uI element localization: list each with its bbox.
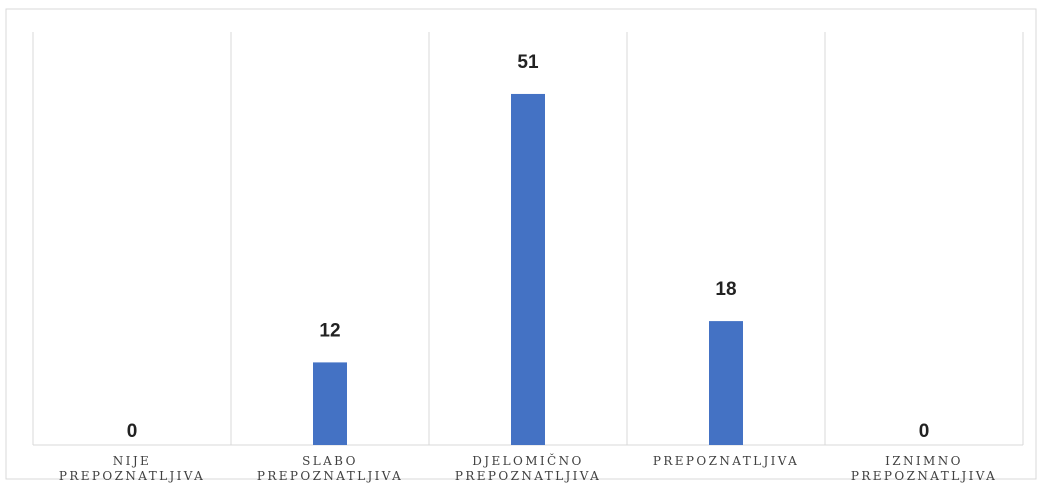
category-separators: [32, 32, 1024, 445]
data-label-3: 18: [715, 279, 736, 300]
category-label-2: DJELOMIČNO PREPOZNATLJIVA: [455, 452, 601, 483]
bar-3: [709, 321, 743, 445]
data-label-0: 0: [127, 421, 138, 442]
category-axis-labels: NIJE PREPOZNATLJIVA SLABO PREPOZNATLJIVA DJE…: [59, 452, 997, 483]
bar-1: [313, 362, 347, 445]
bar-2: [511, 93, 545, 445]
category-label-3: PREPOZNATLJIVA: [653, 454, 799, 468]
data-label-1: 12: [319, 320, 340, 341]
category-label-1: SLABO PREPOZNATLJIVA: [257, 454, 403, 483]
data-label-2: 51: [517, 52, 539, 73]
bar-series: [313, 93, 743, 445]
data-label-4: 0: [919, 421, 930, 442]
category-label-4: IZNIMNO PREPOZNATLJIVA: [851, 454, 997, 483]
category-label-0: NIJE PREPOZNATLJIVA: [59, 454, 205, 483]
data-labels: 0 12 51 18 0: [127, 52, 930, 442]
chart-border: [5, 8, 1037, 480]
